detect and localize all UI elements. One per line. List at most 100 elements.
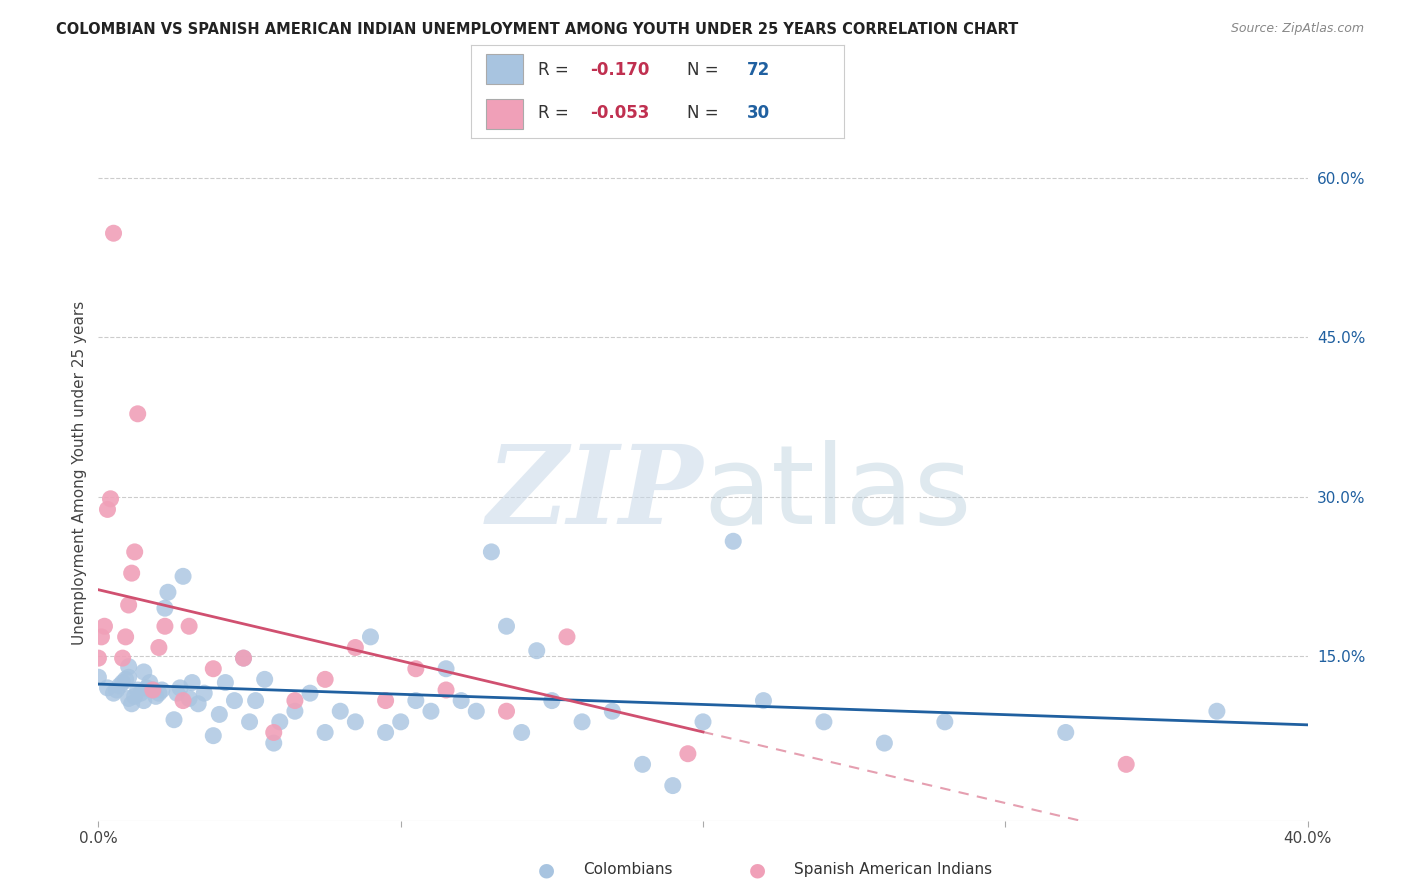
Point [465, 704, 488, 718]
Point [752, 693, 775, 707]
Text: ●: ● [749, 860, 766, 880]
Point [148, 640, 170, 655]
Text: Colombians: Colombians [583, 863, 673, 877]
Text: 72: 72 [747, 61, 770, 78]
Text: R =: R = [538, 61, 574, 78]
Point [813, 714, 835, 729]
Point [314, 725, 336, 739]
Point [202, 729, 225, 743]
Point [405, 662, 427, 676]
Point [314, 673, 336, 687]
Point [344, 640, 367, 655]
Point [450, 693, 472, 707]
Point [555, 630, 578, 644]
Text: N =: N = [688, 104, 724, 122]
Point [602, 704, 624, 718]
Point [90, 630, 112, 644]
Point [526, 643, 548, 657]
Point [139, 675, 162, 690]
Point [118, 691, 141, 706]
Point [284, 704, 307, 718]
Point [187, 697, 209, 711]
Point [132, 665, 155, 679]
Point [118, 670, 141, 684]
Point [105, 683, 128, 698]
Point [253, 673, 276, 687]
Point [163, 713, 186, 727]
Point [181, 675, 204, 690]
Point [202, 662, 225, 676]
Point [329, 704, 352, 718]
Point [662, 779, 685, 793]
Point [389, 714, 412, 729]
Point [232, 651, 254, 665]
Point [214, 675, 236, 690]
Point [481, 545, 503, 559]
Point [87, 651, 110, 665]
Point [96, 502, 118, 516]
Point [103, 226, 125, 240]
Text: N =: N = [688, 61, 724, 78]
Point [495, 619, 517, 633]
Point [145, 690, 167, 704]
Point [118, 659, 141, 673]
Point [121, 697, 143, 711]
Point [127, 683, 149, 698]
Point [1054, 725, 1077, 739]
Point [156, 585, 179, 599]
Point [934, 714, 956, 729]
Point [93, 619, 115, 633]
Point [571, 714, 593, 729]
Point [129, 686, 152, 700]
Point [166, 686, 188, 700]
Point [723, 534, 745, 549]
Y-axis label: Unemployment Among Youth under 25 years: Unemployment Among Youth under 25 years [72, 301, 87, 645]
Point [540, 693, 562, 707]
Point [114, 630, 136, 644]
Text: -0.170: -0.170 [591, 61, 650, 78]
Point [121, 566, 143, 581]
FancyBboxPatch shape [486, 99, 523, 129]
Point [269, 714, 291, 729]
Point [179, 691, 201, 706]
Point [239, 714, 262, 729]
Text: atlas: atlas [703, 440, 972, 547]
Point [232, 651, 254, 665]
Point [374, 725, 396, 739]
Point [118, 598, 141, 612]
Point [179, 619, 201, 633]
Point [405, 693, 427, 707]
Point [96, 681, 118, 695]
Point [692, 714, 714, 729]
Point [434, 683, 457, 698]
Point [124, 690, 146, 704]
Text: -0.053: -0.053 [591, 104, 650, 122]
Point [103, 686, 125, 700]
Point [127, 407, 149, 421]
Point [172, 569, 194, 583]
Point [150, 683, 173, 698]
Text: COLOMBIAN VS SPANISH AMERICAN INDIAN UNEMPLOYMENT AMONG YOUTH UNDER 25 YEARS COR: COLOMBIAN VS SPANISH AMERICAN INDIAN UNE… [56, 22, 1018, 37]
Point [132, 693, 155, 707]
Point [263, 725, 285, 739]
Text: ZIP: ZIP [486, 440, 703, 548]
Point [111, 651, 134, 665]
Point [374, 693, 396, 707]
Text: Source: ZipAtlas.com: Source: ZipAtlas.com [1230, 22, 1364, 36]
Point [495, 704, 517, 718]
Point [299, 686, 322, 700]
Point [676, 747, 699, 761]
Point [224, 693, 246, 707]
Point [100, 491, 122, 506]
Text: ●: ● [538, 860, 555, 880]
Point [169, 681, 191, 695]
Point [108, 679, 131, 693]
Point [420, 704, 443, 718]
Point [245, 693, 267, 707]
Point [631, 757, 654, 772]
Point [153, 619, 176, 633]
Point [344, 714, 367, 729]
Point [434, 662, 457, 676]
Point [263, 736, 285, 750]
Point [111, 675, 134, 690]
